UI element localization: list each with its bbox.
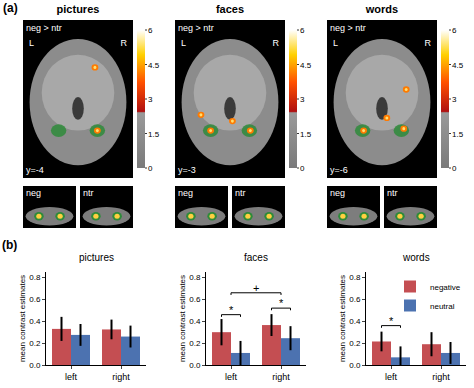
svg-text:words: words: [365, 3, 398, 15]
svg-text:ntr: ntr: [387, 188, 398, 198]
svg-text:3: 3: [148, 95, 153, 104]
svg-text:mean contrast estimates: mean contrast estimates: [18, 275, 27, 362]
svg-text:0: 0: [148, 164, 153, 173]
svg-text:y=-6: y=-6: [330, 165, 348, 175]
svg-text:L: L: [29, 38, 34, 48]
svg-text:4.5: 4.5: [452, 61, 464, 70]
svg-text:0.0: 0.0: [349, 361, 361, 370]
svg-text:0: 0: [300, 164, 305, 173]
svg-text:0.2: 0.2: [349, 339, 361, 348]
svg-text:right: right: [112, 372, 130, 382]
svg-text:faces: faces: [216, 3, 244, 15]
svg-text:0.4: 0.4: [29, 317, 41, 326]
svg-text:3: 3: [300, 95, 305, 104]
svg-text:neg > ntr: neg > ntr: [178, 23, 214, 33]
svg-text:4.5: 4.5: [148, 61, 160, 70]
svg-text:+: +: [253, 282, 259, 294]
svg-text:ntr: ntr: [83, 188, 94, 198]
svg-text:3: 3: [452, 95, 457, 104]
svg-text:*: *: [279, 297, 284, 309]
svg-text:0: 0: [452, 164, 457, 173]
svg-text:mean contrast estimates: mean contrast estimates: [178, 275, 187, 362]
svg-text:y=-4: y=-4: [26, 165, 44, 175]
svg-text:R: R: [273, 38, 280, 48]
svg-text:R: R: [121, 38, 128, 48]
svg-text:(a): (a): [3, 1, 18, 15]
svg-text:right: right: [432, 372, 450, 382]
svg-text:mean contrast estimates: mean contrast estimates: [338, 275, 347, 362]
svg-text:negative: negative: [430, 283, 461, 292]
svg-text:0.8: 0.8: [29, 273, 41, 282]
svg-text:1.5: 1.5: [452, 130, 464, 139]
svg-text:neg: neg: [26, 188, 41, 198]
svg-text:left: left: [225, 372, 238, 382]
svg-text:R: R: [425, 38, 432, 48]
svg-text:neg: neg: [330, 188, 345, 198]
svg-text:neg > ntr: neg > ntr: [26, 23, 62, 33]
svg-text:y=-3: y=-3: [178, 165, 196, 175]
svg-text:0.2: 0.2: [189, 339, 201, 348]
svg-text:left: left: [385, 372, 398, 382]
svg-text:neutral: neutral: [430, 302, 455, 311]
svg-text:0.4: 0.4: [189, 317, 201, 326]
svg-text:0.6: 0.6: [349, 295, 361, 304]
svg-text:4.5: 4.5: [300, 61, 312, 70]
svg-text:faces: faces: [244, 252, 268, 263]
svg-text:neg > ntr: neg > ntr: [330, 23, 366, 33]
svg-text:6: 6: [300, 26, 305, 35]
svg-text:0.8: 0.8: [349, 273, 361, 282]
svg-text:0.2: 0.2: [29, 339, 41, 348]
svg-text:6: 6: [452, 26, 457, 35]
svg-text:0.0: 0.0: [29, 361, 41, 370]
svg-text:neg: neg: [178, 188, 193, 198]
svg-text:0.6: 0.6: [29, 295, 41, 304]
svg-text:1.5: 1.5: [148, 130, 160, 139]
svg-text:6: 6: [148, 26, 153, 35]
svg-text:*: *: [389, 315, 394, 327]
svg-text:*: *: [229, 304, 234, 316]
svg-text:L: L: [181, 38, 186, 48]
svg-text:1.5: 1.5: [300, 130, 312, 139]
svg-text:0.4: 0.4: [349, 317, 361, 326]
svg-text:0.8: 0.8: [189, 273, 201, 282]
svg-text:pictures: pictures: [57, 3, 100, 15]
svg-text:words: words: [402, 252, 430, 263]
svg-text:left: left: [65, 372, 78, 382]
svg-text:right: right: [272, 372, 290, 382]
svg-text:L: L: [333, 38, 338, 48]
html-text:(b): (b): [2, 238, 18, 252]
svg-text:pictures: pictures: [79, 252, 114, 263]
svg-text:0.6: 0.6: [189, 295, 201, 304]
svg-text:0.0: 0.0: [189, 361, 201, 370]
svg-text:ntr: ntr: [235, 188, 246, 198]
